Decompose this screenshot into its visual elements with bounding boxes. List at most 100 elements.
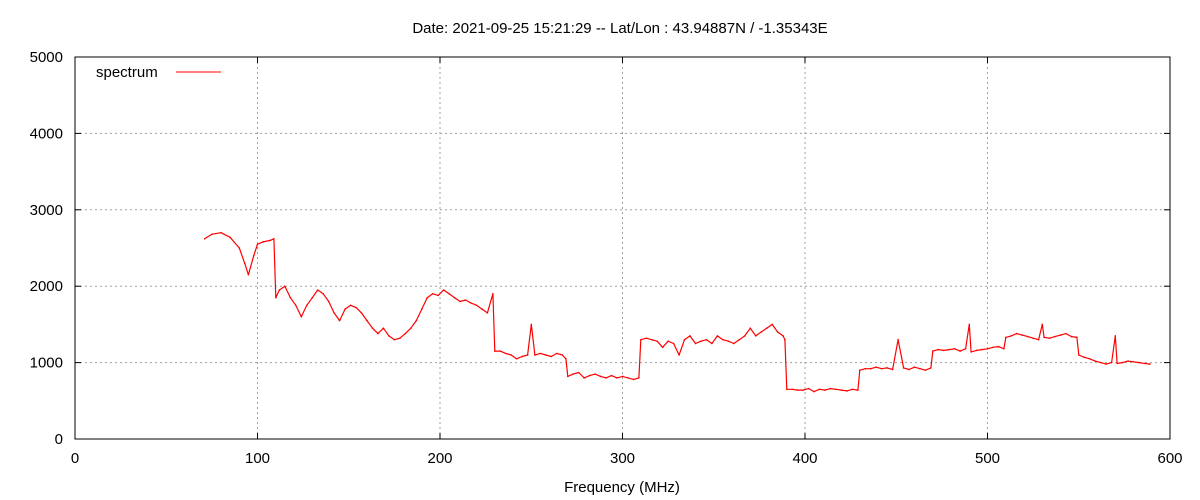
data-point xyxy=(388,335,390,337)
x-tick-label: 100 xyxy=(245,450,270,467)
data-point xyxy=(919,367,921,370)
x-tick-label: 400 xyxy=(792,450,817,467)
data-point xyxy=(289,296,292,299)
data-point xyxy=(1032,337,1034,340)
data-point xyxy=(404,332,407,335)
data-point xyxy=(539,352,542,355)
data-point xyxy=(678,354,680,356)
data-point xyxy=(749,327,752,330)
legend-label: spectrum xyxy=(96,64,158,81)
data-point xyxy=(470,302,472,304)
data-point xyxy=(572,373,574,375)
data-point xyxy=(545,354,547,356)
y-tick-label: 0 xyxy=(55,431,63,448)
data-point xyxy=(656,340,658,343)
data-point xyxy=(1132,361,1135,363)
y-tick-label: 5000 xyxy=(30,49,63,66)
data-point xyxy=(1121,361,1124,364)
data-point xyxy=(667,340,669,343)
data-point xyxy=(229,236,231,239)
data-point xyxy=(561,354,564,356)
data-point xyxy=(605,377,607,379)
data-point xyxy=(1083,356,1085,359)
data-point xyxy=(437,294,440,297)
data-point xyxy=(275,296,277,299)
data-point xyxy=(786,388,788,391)
data-point xyxy=(986,348,989,350)
data-point xyxy=(683,338,686,341)
data-point xyxy=(1048,337,1051,340)
series-layer xyxy=(203,231,1151,393)
data-point xyxy=(377,332,379,335)
grid-lines xyxy=(75,57,1170,439)
data-point xyxy=(273,238,275,240)
data-point xyxy=(1076,336,1078,339)
data-point xyxy=(700,340,702,343)
data-point xyxy=(382,327,385,330)
data-point xyxy=(349,304,352,307)
data-point xyxy=(269,239,272,242)
data-point xyxy=(355,306,357,309)
data-point xyxy=(1143,362,1146,365)
data-point xyxy=(577,371,580,374)
legend: spectrum xyxy=(96,64,221,81)
data-point xyxy=(1065,332,1067,335)
data-point xyxy=(510,354,512,356)
data-point xyxy=(1078,354,1080,356)
data-point xyxy=(295,304,297,307)
data-point xyxy=(924,369,927,372)
data-point xyxy=(970,351,972,353)
data-point xyxy=(997,345,1000,348)
data-point xyxy=(256,243,259,245)
data-point xyxy=(711,342,713,345)
data-point xyxy=(857,389,859,391)
data-point xyxy=(499,350,502,352)
data-point xyxy=(494,350,496,352)
data-point xyxy=(238,247,241,249)
data-point xyxy=(534,354,536,356)
y-tick-label: 1000 xyxy=(30,355,63,372)
data-point xyxy=(760,331,762,333)
data-point xyxy=(371,327,374,330)
data-point xyxy=(813,390,815,393)
data-point xyxy=(645,337,647,340)
data-point xyxy=(953,348,956,350)
data-point xyxy=(1010,335,1012,337)
data-point xyxy=(459,300,461,303)
data-point xyxy=(859,369,861,372)
data-point xyxy=(486,312,489,314)
data-point xyxy=(733,342,735,345)
data-point xyxy=(937,348,939,351)
data-point xyxy=(515,358,518,360)
data-point xyxy=(247,273,250,276)
data-point xyxy=(694,342,697,345)
data-point xyxy=(567,375,569,378)
data-point xyxy=(253,254,255,257)
data-point xyxy=(448,293,450,295)
data-point xyxy=(791,388,793,391)
data-point xyxy=(824,389,826,391)
data-point xyxy=(243,262,246,265)
data-point xyxy=(1003,348,1005,350)
data-point xyxy=(316,289,319,291)
data-point xyxy=(948,348,950,351)
data-point xyxy=(220,231,222,234)
data-point xyxy=(431,293,434,295)
data-point xyxy=(802,389,804,391)
data-point xyxy=(975,349,978,352)
data-point xyxy=(399,337,401,340)
data-point xyxy=(897,338,899,341)
data-point xyxy=(311,296,314,299)
data-point xyxy=(616,377,618,379)
data-point xyxy=(526,354,529,356)
data-point xyxy=(738,338,741,341)
data-point xyxy=(818,388,821,391)
x-axis-label: Frequency (MHz) xyxy=(564,479,680,496)
data-point xyxy=(744,335,746,337)
data-point xyxy=(306,304,308,307)
data-point xyxy=(689,335,691,337)
data-point xyxy=(782,335,784,337)
y-tick-label: 2000 xyxy=(30,278,63,295)
